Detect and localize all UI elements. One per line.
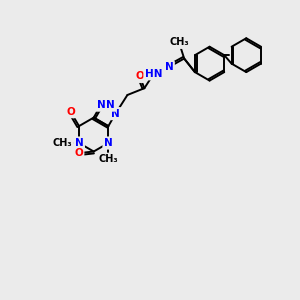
Text: N: N xyxy=(75,138,83,148)
Text: N: N xyxy=(97,100,105,110)
Text: N: N xyxy=(164,62,173,72)
Text: CH₃: CH₃ xyxy=(98,154,118,164)
Text: CH₃: CH₃ xyxy=(52,138,72,148)
Text: HN: HN xyxy=(145,69,162,79)
Text: O: O xyxy=(66,107,75,117)
Text: CH₃: CH₃ xyxy=(169,38,189,47)
Text: N: N xyxy=(111,109,120,118)
Text: N: N xyxy=(104,138,113,148)
Text: O: O xyxy=(74,148,83,158)
Text: N: N xyxy=(106,100,115,110)
Text: O: O xyxy=(135,71,144,81)
